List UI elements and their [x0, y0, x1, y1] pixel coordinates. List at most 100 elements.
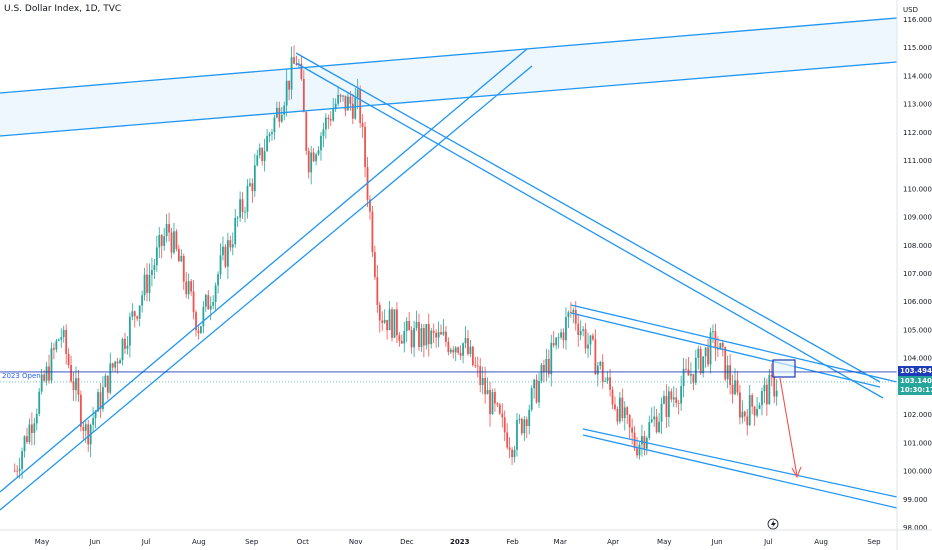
candle-body: [712, 331, 714, 333]
candle-body: [146, 274, 148, 293]
candle-body: [538, 381, 540, 403]
candle-body: [520, 418, 523, 434]
candle-body: [618, 397, 621, 422]
candle-body: [153, 265, 156, 271]
candle-body: [45, 366, 48, 381]
candle-body: [663, 396, 665, 404]
candle-body: [567, 312, 570, 318]
candle-body: [339, 94, 342, 97]
candle-body: [596, 365, 599, 375]
candle-body: [621, 397, 624, 419]
candle-body: [249, 183, 251, 186]
candle-body: [400, 340, 403, 344]
time-tick-label: May: [35, 538, 49, 546]
falling-trend-line-1[interactable]: [295, 52, 881, 383]
candle-body: [190, 281, 193, 292]
candle-body: [670, 391, 673, 400]
time-tick-label: Feb: [506, 538, 519, 546]
candle-body: [33, 423, 36, 434]
candle-body: [413, 328, 415, 348]
price-badge-countdown: 10:30:17: [898, 385, 932, 395]
candle-body: [84, 424, 87, 431]
down-arrow-icon[interactable]: [779, 377, 802, 479]
time-axis[interactable]: May Jun Jul Aug Sep Oct Nov Dec 2023 Feb Mar Apr May…: [0, 518, 932, 546]
candle-body: [628, 414, 631, 428]
candle-body: [498, 404, 501, 414]
candle-body: [770, 374, 773, 377]
candle-body: [23, 436, 26, 452]
candle-body: [462, 343, 464, 356]
candle-body: [709, 332, 712, 365]
candle-body: [60, 337, 63, 340]
candle-body: [383, 319, 386, 323]
lower-channel-line-2[interactable]: [582, 434, 898, 509]
candle-body: [692, 373, 695, 383]
candle-body: [660, 403, 663, 422]
rising-support-line-1[interactable]: [0, 48, 528, 493]
candle-body: [523, 419, 526, 434]
candle-body: [589, 335, 592, 345]
candle-body: [266, 136, 268, 152]
candle-body: [641, 436, 643, 445]
rising-support-line-2[interactable]: [0, 65, 533, 511]
candle-body: [251, 183, 254, 192]
falling-trend-line-2[interactable]: [295, 62, 884, 399]
candle-body: [285, 80, 288, 106]
candle-body: [432, 330, 435, 333]
candle-body: [572, 309, 575, 313]
candle-body: [322, 129, 325, 136]
candle-body: [26, 436, 28, 442]
candle-body: [611, 389, 614, 405]
candle-body: [197, 330, 200, 334]
candle-body: [376, 277, 379, 305]
candle-body: [344, 95, 347, 111]
candle-body: [124, 338, 126, 349]
candle-body: [48, 366, 50, 381]
candle-body: [310, 152, 313, 173]
wedge-upper-line-1[interactable]: [570, 304, 898, 383]
upper-channel-top-line[interactable]: [0, 17, 898, 94]
candle-body: [540, 365, 543, 382]
open-line-label: 2023 Open: [2, 372, 41, 380]
candle-body: [765, 384, 768, 405]
candle-body: [479, 366, 482, 386]
candle-body: [494, 391, 496, 404]
candle-body: [337, 94, 340, 104]
candle-body: [650, 419, 653, 423]
candle-body: [356, 89, 359, 98]
candle-body: [72, 381, 75, 391]
candle-body: [714, 331, 717, 349]
candle-body: [278, 107, 281, 122]
candle-body: [163, 236, 166, 246]
candle-body: [329, 119, 332, 121]
candle-body: [569, 312, 572, 314]
candle-body: [427, 324, 430, 345]
candle-body: [560, 332, 562, 338]
candle-body: [57, 339, 60, 341]
price-axis[interactable]: USD 116.000 115.000 114.000 113.000 112.000 11…: [896, 0, 932, 550]
time-tick-label: Jun: [711, 538, 723, 546]
candle-body: [324, 117, 327, 130]
candle-body: [222, 246, 224, 256]
target-zone-box[interactable]: [772, 359, 796, 378]
candle-body: [489, 389, 491, 415]
candle-body: [454, 347, 457, 353]
candle-body: [702, 356, 705, 374]
candle-body: [62, 329, 65, 338]
candle-body: [386, 319, 389, 331]
candle-body: [102, 387, 104, 409]
candle-body: [410, 330, 413, 348]
lower-channel-line-1[interactable]: [582, 428, 898, 498]
wedge-upper-line-2[interactable]: [570, 312, 881, 388]
candle-body: [65, 329, 68, 354]
price-tick-label: 115.000: [903, 44, 932, 52]
candle-body: [290, 57, 293, 90]
lightning-icon[interactable]: [767, 518, 779, 530]
price-tick-label: 110.000: [903, 185, 932, 193]
upper-channel-bottom-line[interactable]: [0, 61, 898, 137]
candle-body: [388, 309, 391, 331]
candle-body: [268, 134, 271, 137]
candle-body: [680, 386, 683, 404]
candle-body: [121, 338, 124, 361]
